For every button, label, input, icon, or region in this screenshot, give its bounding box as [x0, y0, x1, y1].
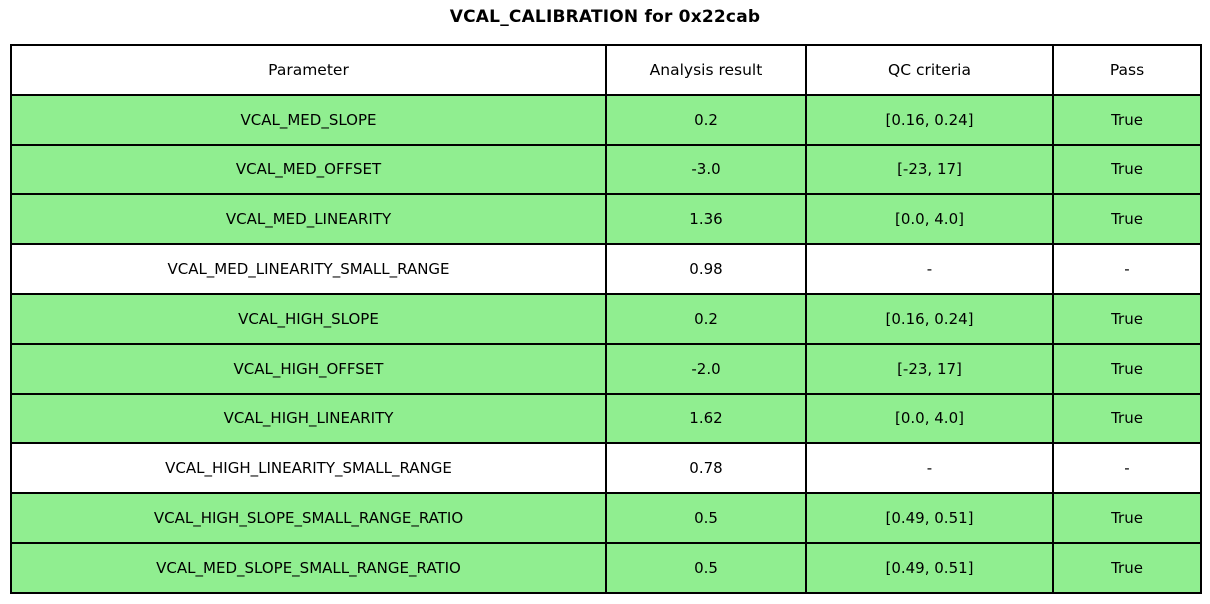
cell-result: 0.2 [605, 93, 807, 146]
table-row: VCAL_HIGH_SLOPE 0.2 [0.16, 0.24] True [10, 292, 1202, 345]
table-row: VCAL_HIGH_SLOPE_SMALL_RANGE_RATIO 0.5 [0.4… [10, 492, 1202, 544]
table-row: VCAL_MED_SLOPE_SMALL_RANGE_RATIO 0.5 [0.49… [10, 541, 1202, 594]
qc-results-table: Parameter Analysis result QC criteria Pass … [10, 44, 1202, 594]
cell-result: 0.78 [605, 442, 807, 495]
page-title: VCAL_CALIBRATION for 0x22cab [449, 7, 761, 27]
cell-criteria: - [805, 243, 1054, 295]
table-row: VCAL_MED_LINEARITY_SMALL_RANGE 0.98- - [10, 243, 1202, 295]
cell-result: -2.0 [605, 342, 807, 395]
cell-criteria: [0.49, 0.51] [805, 541, 1054, 594]
cell-result: 1.36 [605, 193, 807, 246]
table-row: VCAL_HIGH_LINEARITY_SMALL_RANGE 0.78- - [10, 442, 1202, 495]
column-header-criteria: QC criteria [805, 44, 1054, 96]
cell-parameter: VCAL_HIGH_SLOPE [10, 292, 607, 345]
header-row: Parameter Analysis result QC criteria Pass [10, 44, 1202, 96]
cell-parameter: VCAL_HIGH_LINEARITY_SMALL_RANGE [10, 442, 607, 495]
cell-criteria: [0.16, 0.24] [805, 292, 1054, 345]
cell-pass: True [1052, 541, 1202, 594]
cell-criteria: [-23, 17] [805, 342, 1054, 395]
cell-result: -3.0 [605, 143, 807, 196]
cell-criteria: [0.49, 0.51] [805, 492, 1054, 544]
cell-criteria: - [805, 442, 1054, 495]
table-row: VCAL_MED_SLOPE 0.2 [0.16, 0.24] True [10, 93, 1202, 146]
cell-parameter: VCAL_HIGH_LINEARITY [10, 392, 607, 445]
column-header-result: Analysis result [605, 44, 807, 96]
table-row: VCAL_MED_LINEARITY 1.36 [0.0, 4.0] True [10, 193, 1202, 246]
cell-criteria: [0.16, 0.24] [805, 93, 1054, 146]
table-row: VCAL_HIGH_LINEARITY 1.62 [0.0, 4.0] True [10, 392, 1202, 445]
cell-pass: True [1052, 292, 1202, 345]
column-header-pass: Pass [1052, 44, 1202, 96]
cell-result: 1.62 [605, 392, 807, 445]
table-row: VCAL_HIGH_OFFSET -2.0 [-23, 17] True [10, 342, 1202, 395]
cell-criteria: [-23, 17] [805, 143, 1054, 196]
cell-parameter: VCAL_MED_LINEARITY [10, 193, 607, 246]
cell-pass: True [1052, 342, 1202, 395]
cell-result: 0.2 [605, 292, 807, 345]
cell-result: 0.98 [605, 243, 807, 295]
cell-parameter: VCAL_MED_LINEARITY_SMALL_RANGE [10, 243, 607, 295]
cell-pass: True [1052, 93, 1202, 146]
table-body: VCAL_MED_SLOPE 0.2 [0.16, 0.24] True VCAL_ME… [10, 93, 1202, 594]
cell-result: 0.5 [605, 492, 807, 544]
cell-parameter: VCAL_MED_SLOPE_SMALL_RANGE_RATIO [10, 541, 607, 594]
cell-parameter: VCAL_HIGH_SLOPE_SMALL_RANGE_RATIO [10, 492, 607, 544]
cell-criteria: [0.0, 4.0] [805, 193, 1054, 246]
cell-pass: True [1052, 392, 1202, 445]
table-row: VCAL_MED_OFFSET -3.0 [-23, 17] True [10, 143, 1202, 196]
cell-pass: True [1052, 193, 1202, 246]
cell-pass: - [1052, 243, 1202, 295]
cell-pass: True [1052, 492, 1202, 544]
column-header-parameter: Parameter [10, 44, 607, 96]
cell-pass: - [1052, 442, 1202, 495]
cell-pass: True [1052, 143, 1202, 196]
cell-criteria: [0.0, 4.0] [805, 392, 1054, 445]
cell-parameter: VCAL_MED_SLOPE [10, 93, 607, 146]
cell-parameter: VCAL_HIGH_OFFSET [10, 342, 607, 395]
cell-result: 0.5 [605, 541, 807, 594]
cell-parameter: VCAL_MED_OFFSET [10, 143, 607, 196]
